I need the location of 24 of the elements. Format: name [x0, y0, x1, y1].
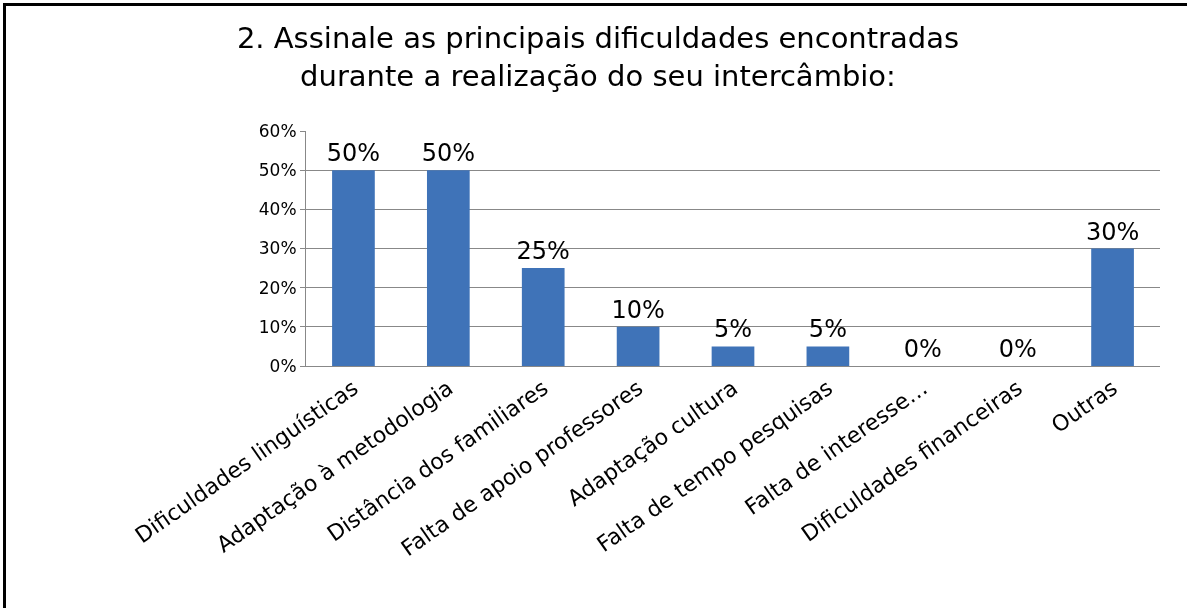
data-label: 0%: [903, 335, 942, 363]
bar: [616, 326, 660, 366]
y-tick-label: 50%: [258, 160, 297, 181]
data-label: 5%: [808, 315, 847, 344]
data-label: 50%: [326, 139, 381, 168]
y-tick-label: 40%: [258, 199, 297, 220]
bar: [806, 346, 850, 366]
y-tick-label: 0%: [269, 355, 297, 376]
data-label: 5%: [713, 315, 753, 344]
data-label: 25%: [516, 237, 570, 266]
bar: [426, 170, 470, 366]
data-label: 0%: [998, 335, 1037, 363]
bar: [711, 346, 755, 366]
y-tick-label: 30%: [258, 238, 297, 259]
bar: [332, 170, 375, 366]
y-tick-label: 60%: [258, 120, 297, 141]
data-label: 50%: [421, 139, 475, 168]
data-label: 30%: [1085, 217, 1140, 246]
y-tick-label: 20%: [258, 277, 297, 298]
chart-title: 2. Assinale as principais dificuldades encontradas durante a realização do seu intercâmbio:: [236, 21, 960, 94]
bar: [1091, 248, 1134, 366]
y-tick-label: 10%: [258, 316, 297, 337]
bar: [521, 268, 565, 366]
data-label: 10%: [611, 295, 665, 324]
